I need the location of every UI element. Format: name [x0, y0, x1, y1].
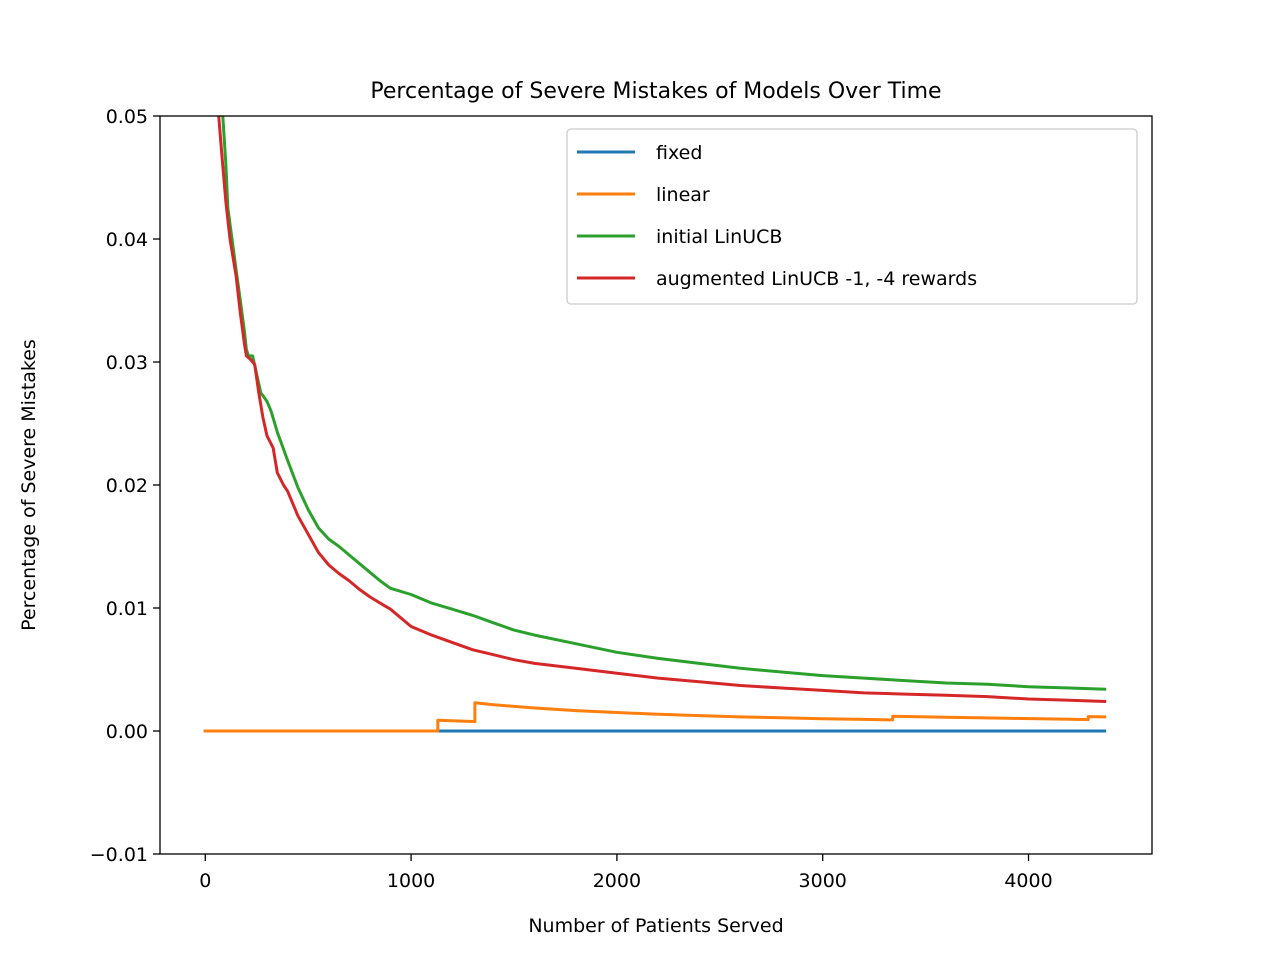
x-tick-label: 3000 [799, 870, 847, 892]
y-tick-label: 0.02 [106, 475, 148, 497]
legend-label-0: fixed [656, 142, 702, 164]
x-tick-label: 2000 [593, 870, 641, 892]
y-axis-label: Percentage of Severe Mistakes [18, 339, 40, 631]
legend-box [566, 128, 1138, 305]
legend-label-2: initial LinUCB [656, 226, 782, 248]
x-tick-label: 4000 [1004, 870, 1052, 892]
x-axis-label: Number of Patients Served [528, 915, 783, 937]
series-line-2 [221, 116, 1107, 691]
series-line-1 [203, 701, 1107, 733]
x-tick-label: 0 [199, 870, 211, 892]
chart-title: Percentage of Severe Mistakes of Models … [370, 79, 941, 104]
legend-label-1: linear [656, 184, 710, 206]
y-tick-label: −0.01 [90, 844, 148, 866]
x-axis: 0 1000 2000 3000 4000 [199, 854, 1053, 892]
y-axis: −0.01 0.00 0.01 0.02 0.03 0.04 0.05 [90, 106, 160, 866]
series-line-3 [217, 116, 1107, 704]
legend-label-3: augmented LinUCB -1, -4 rewards [656, 268, 977, 290]
legend: fixed linear initial LinUCB augmented LinUC… [566, 128, 1138, 305]
y-tick-label: 0.04 [106, 229, 148, 251]
y-tick-label: 0.03 [106, 352, 148, 374]
y-tick-label: 0.01 [106, 598, 148, 620]
x-tick-label: 1000 [387, 870, 435, 892]
y-tick-label: 0.00 [106, 721, 148, 743]
series-layer [203, 116, 1107, 733]
y-tick-label: 0.05 [106, 106, 148, 128]
